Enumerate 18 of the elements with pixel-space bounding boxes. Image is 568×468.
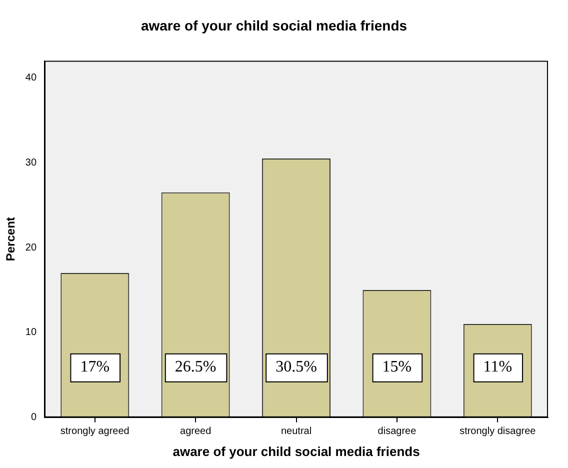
y-tick-label: 40 [25, 72, 37, 84]
data-label: 17% [80, 358, 110, 376]
y-tick-label: 20 [25, 242, 37, 254]
x-tick-label: agreed [180, 426, 212, 438]
y-tick-label: 10 [25, 327, 37, 338]
y-tick-label: 0 [30, 412, 37, 424]
y-tick-label: 30 [25, 157, 37, 168]
x-tick-label: disagree [378, 426, 417, 438]
x-tick-label: neutral [280, 426, 312, 438]
x-axis-title: aware of your child social media friends [172, 444, 420, 459]
data-label: 11% [483, 358, 512, 376]
y-axis-title: Percent [4, 217, 18, 262]
data-label: 30.5% [276, 358, 317, 376]
chart-title: aware of your child social media friends [140, 17, 408, 34]
data-label: 15% [382, 358, 412, 376]
data-label: 26.5% [174, 358, 216, 376]
x-tick-label: strongly agreed [60, 426, 130, 438]
x-tick-label: strongly disagree [460, 426, 536, 438]
